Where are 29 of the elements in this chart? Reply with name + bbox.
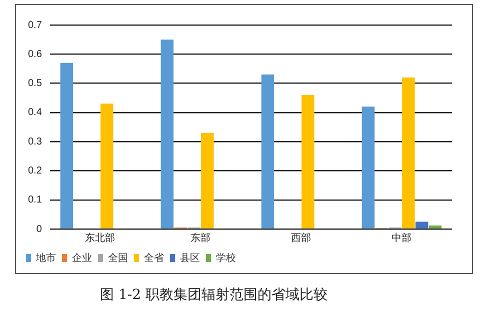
legend-label: 县区: [180, 252, 200, 264]
bar: [428, 226, 442, 228]
bar: [60, 62, 74, 228]
x-tick-label: 西部: [291, 232, 312, 244]
y-tick-label: 0.7: [28, 20, 42, 31]
bar: [261, 74, 274, 228]
bar: [402, 77, 415, 228]
x-tick-label: 东部: [190, 232, 211, 244]
text: 图 1-2 职教集团辐射范围的省域比较: [100, 286, 328, 304]
legend-label: 学校: [216, 252, 236, 264]
x-tick-label: 东北部: [85, 232, 116, 244]
y-tick-label: 0.3: [28, 136, 42, 148]
bar: [201, 132, 214, 228]
legend-label: 企业: [72, 252, 92, 264]
x-tick-label: 中部: [392, 232, 412, 244]
bar: [100, 104, 114, 228]
bar: [160, 40, 174, 228]
y-tick-label: 0.4: [28, 107, 42, 118]
y-tick-label: 0.1: [28, 194, 42, 206]
legend-label: 全省: [144, 252, 164, 264]
bar: [302, 94, 314, 228]
bar: [362, 106, 375, 228]
y-tick-label: 0.2: [28, 165, 42, 176]
legend-label: 地市: [35, 252, 56, 264]
y-tick-label: 0.5: [28, 78, 42, 90]
bar: [415, 222, 428, 228]
y-tick-label: 0: [36, 224, 42, 235]
y-tick-label: 0.6: [28, 48, 42, 60]
legend-label: 全国: [108, 252, 128, 264]
